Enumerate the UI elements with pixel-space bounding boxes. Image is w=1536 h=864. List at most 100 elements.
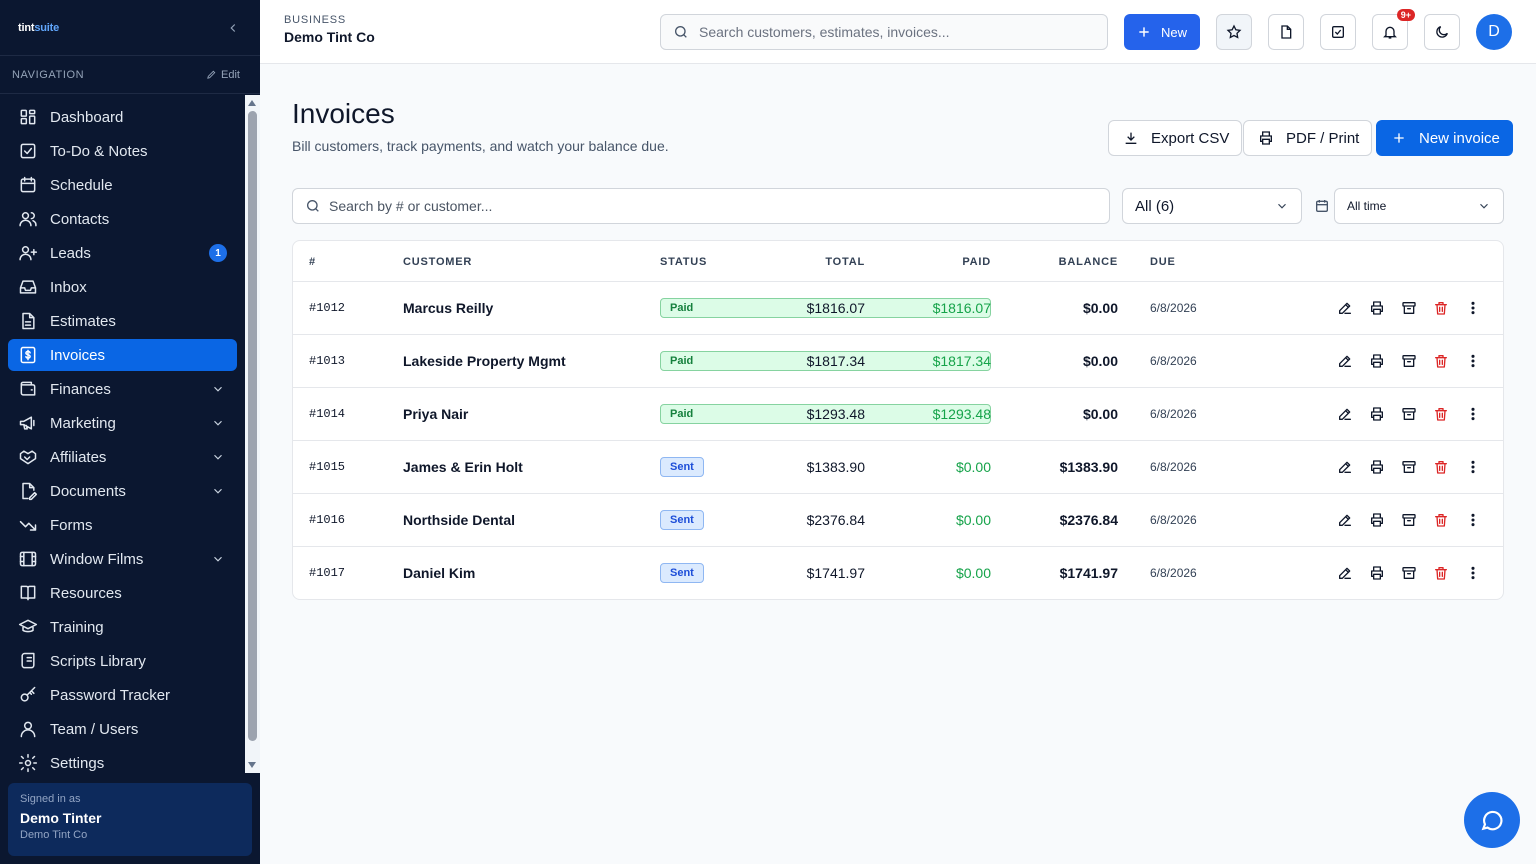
table-row[interactable]: #1014 Priya Nair Paid $1293.48 $1293.48 $0.00… (293, 388, 1503, 441)
app-logo[interactable]: tintsuite (18, 21, 59, 34)
export-csv-button[interactable]: Export CSV (1108, 120, 1243, 156)
chevron-down-icon[interactable] (211, 552, 225, 566)
invoice-search[interactable] (292, 188, 1110, 224)
signed-in-card[interactable]: Signed in as Demo Tinter Demo Tint Co (8, 783, 252, 856)
table-row[interactable]: #1013 Lakeside Property Mgmt Paid $1817.34 $… (293, 335, 1503, 388)
sidebar-item-leads[interactable]: Leads 1 (8, 237, 237, 269)
printer-icon[interactable] (1369, 565, 1385, 581)
sidebar-item-schedule[interactable]: Schedule (8, 169, 237, 201)
invoice-search-input[interactable] (329, 198, 1089, 214)
sidebar-item-to-do-notes[interactable]: To-Do & Notes (8, 135, 237, 167)
printer-icon[interactable] (1369, 512, 1385, 528)
col-customer[interactable]: CUSTOMER (403, 256, 473, 268)
sidebar-item-password-tracker[interactable]: Password Tracker (8, 679, 237, 711)
sidebar-item-scripts-library[interactable]: Scripts Library (8, 645, 237, 677)
tasks-button[interactable] (1320, 14, 1356, 50)
archive-icon[interactable] (1401, 353, 1417, 369)
trash-icon[interactable] (1433, 353, 1449, 369)
sidebar-item-forms[interactable]: Forms (8, 509, 237, 541)
more-vertical-icon[interactable] (1465, 459, 1481, 475)
sidebar-item-resources[interactable]: Resources (8, 577, 237, 609)
sidebar-item-inbox[interactable]: Inbox (8, 271, 237, 303)
invoice-number[interactable]: #1014 (309, 407, 346, 421)
avatar[interactable]: D (1476, 14, 1512, 50)
archive-icon[interactable] (1401, 565, 1417, 581)
col-status[interactable]: STATUS (660, 256, 708, 268)
customer-name[interactable]: Lakeside Property Mgmt (403, 353, 566, 369)
trash-icon[interactable] (1433, 459, 1449, 475)
business-switcher[interactable]: BUSINESS Demo Tint Co (284, 14, 375, 45)
col-due[interactable]: DUE (1150, 256, 1176, 268)
edit-icon[interactable] (1337, 353, 1353, 369)
global-search[interactable] (660, 14, 1108, 50)
table-row[interactable]: #1016 Northside Dental Sent $2376.84 $0.00 $2… (293, 494, 1503, 547)
scroll-up-arrow[interactable] (248, 100, 256, 106)
customer-name[interactable]: Daniel Kim (403, 565, 476, 581)
sidebar-item-affiliates[interactable]: Affiliates (8, 441, 237, 473)
collapse-sidebar-icon[interactable] (226, 21, 240, 35)
table-row[interactable]: #1012 Marcus Reilly Paid $1816.07 $1816.07 $0… (293, 282, 1503, 335)
invoice-number[interactable]: #1016 (309, 513, 346, 527)
chevron-down-icon[interactable] (211, 416, 225, 430)
edit-icon[interactable] (1337, 512, 1353, 528)
sidebar-item-finances[interactable]: Finances (8, 373, 237, 405)
trash-icon[interactable] (1433, 300, 1449, 316)
customer-name[interactable]: Marcus Reilly (403, 300, 494, 316)
global-search-input[interactable] (699, 24, 1079, 40)
invoice-number[interactable]: #1013 (309, 354, 346, 368)
chevron-down-icon[interactable] (211, 382, 225, 396)
sidebar-scrollbar[interactable] (245, 95, 260, 773)
col-total[interactable]: TOTAL (825, 256, 865, 268)
new-button[interactable]: New (1124, 14, 1200, 50)
chevron-down-icon[interactable] (211, 484, 225, 498)
notifications-button[interactable]: 9+ (1372, 9, 1415, 50)
edit-nav-button[interactable]: Edit (206, 69, 240, 81)
customer-name[interactable]: Northside Dental (403, 512, 516, 528)
trash-icon[interactable] (1433, 512, 1449, 528)
edit-icon[interactable] (1337, 459, 1353, 475)
archive-icon[interactable] (1401, 300, 1417, 316)
archive-icon[interactable] (1401, 459, 1417, 475)
printer-icon[interactable] (1369, 300, 1385, 316)
invoice-number[interactable]: #1012 (309, 301, 346, 315)
more-vertical-icon[interactable] (1465, 565, 1481, 581)
sidebar-item-settings[interactable]: Settings (8, 747, 237, 773)
status-filter-select[interactable]: All (6) (1122, 188, 1302, 224)
more-vertical-icon[interactable] (1465, 300, 1481, 316)
edit-icon[interactable] (1337, 300, 1353, 316)
printer-icon[interactable] (1369, 353, 1385, 369)
chat-launcher-button[interactable] (1464, 792, 1520, 848)
more-vertical-icon[interactable] (1465, 406, 1481, 422)
date-range-select[interactable]: All time (1334, 188, 1504, 224)
sidebar-item-estimates[interactable]: Estimates (8, 305, 237, 337)
table-row[interactable]: #1015 James & Erin Holt Sent $1383.90 $0.00 $… (293, 441, 1503, 494)
more-vertical-icon[interactable] (1465, 353, 1481, 369)
sidebar-item-contacts[interactable]: Contacts (8, 203, 237, 235)
chevron-down-icon[interactable] (211, 450, 225, 464)
invoice-number[interactable]: #1017 (309, 566, 346, 580)
trash-icon[interactable] (1433, 406, 1449, 422)
favorites-button[interactable] (1216, 14, 1252, 50)
more-vertical-icon[interactable] (1465, 512, 1481, 528)
scroll-down-arrow[interactable] (248, 762, 256, 768)
invoice-number[interactable]: #1015 (309, 460, 346, 474)
col-balance[interactable]: BALANCE (1058, 256, 1118, 268)
edit-icon[interactable] (1337, 406, 1353, 422)
edit-icon[interactable] (1337, 565, 1353, 581)
theme-toggle[interactable] (1424, 14, 1460, 50)
table-row[interactable]: #1017 Daniel Kim Sent $1741.97 $0.00 $1741.97… (293, 547, 1503, 599)
sidebar-item-team-users[interactable]: Team / Users (8, 713, 237, 745)
archive-icon[interactable] (1401, 406, 1417, 422)
sidebar-item-training[interactable]: Training (8, 611, 237, 643)
sidebar-item-invoices[interactable]: Invoices (8, 339, 237, 371)
scroll-thumb[interactable] (248, 111, 257, 741)
trash-icon[interactable] (1433, 565, 1449, 581)
printer-icon[interactable] (1369, 459, 1385, 475)
notes-button[interactable] (1268, 14, 1304, 50)
sidebar-item-marketing[interactable]: Marketing (8, 407, 237, 439)
col-paid[interactable]: PAID (962, 256, 991, 268)
sidebar-item-dashboard[interactable]: Dashboard (8, 101, 237, 133)
new-invoice-button[interactable]: New invoice (1376, 120, 1513, 156)
sidebar-item-window-films[interactable]: Window Films (8, 543, 237, 575)
printer-icon[interactable] (1369, 406, 1385, 422)
